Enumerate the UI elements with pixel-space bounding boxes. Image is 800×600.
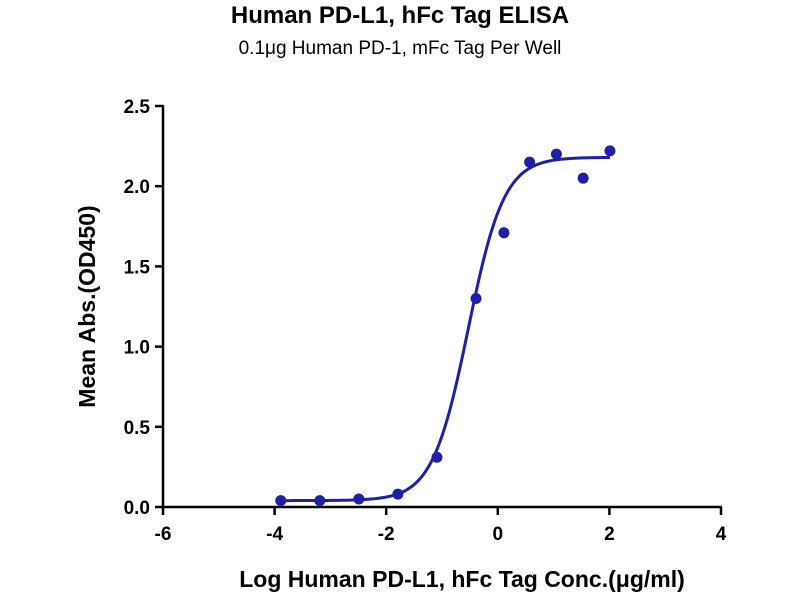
- data-point: [392, 488, 404, 500]
- x-tick-label: -2: [378, 524, 395, 545]
- data-point: [604, 145, 616, 157]
- x-tick-label: -6: [155, 524, 172, 545]
- data-point: [275, 495, 287, 507]
- data-point: [550, 148, 562, 160]
- chart-title: Human PD-L1, hFc Tag ELISA: [230, 2, 570, 29]
- data-point: [353, 493, 365, 505]
- y-axis-title: Mean Abs.(OD450): [74, 205, 100, 407]
- data-points: [275, 145, 616, 507]
- y-tick-label: 0.0: [124, 498, 150, 519]
- data-point: [524, 156, 536, 168]
- y-tick-label: 2.0: [124, 177, 150, 198]
- fit-curve: [280, 155, 610, 503]
- data-point: [314, 495, 326, 507]
- x-axis-ticks: -6 -4 -2 0 2 4: [155, 507, 727, 545]
- y-axis-ticks: 0.0 0.5 1.0 1.5 2.0 2.5: [124, 97, 163, 519]
- y-tick-label: 1.5: [124, 257, 151, 278]
- y-tick-label: 0.5: [124, 418, 151, 439]
- y-tick-label: 2.5: [124, 97, 151, 118]
- x-axis-title: Log Human PD-L1, hFc Tag Conc.(μg/ml): [239, 566, 685, 592]
- x-tick-label: 4: [716, 524, 727, 545]
- data-point: [498, 227, 510, 239]
- data-point: [470, 292, 482, 304]
- data-point: [431, 451, 443, 463]
- x-tick-label: 0: [493, 524, 504, 545]
- chart-subtitle: 0.1μg Human PD-1, mFc Tag Per Well: [238, 38, 562, 59]
- x-tick-label: -4: [266, 524, 283, 545]
- data-point: [577, 172, 589, 184]
- x-tick-label: 2: [604, 524, 615, 545]
- y-tick-label: 1.0: [124, 338, 150, 359]
